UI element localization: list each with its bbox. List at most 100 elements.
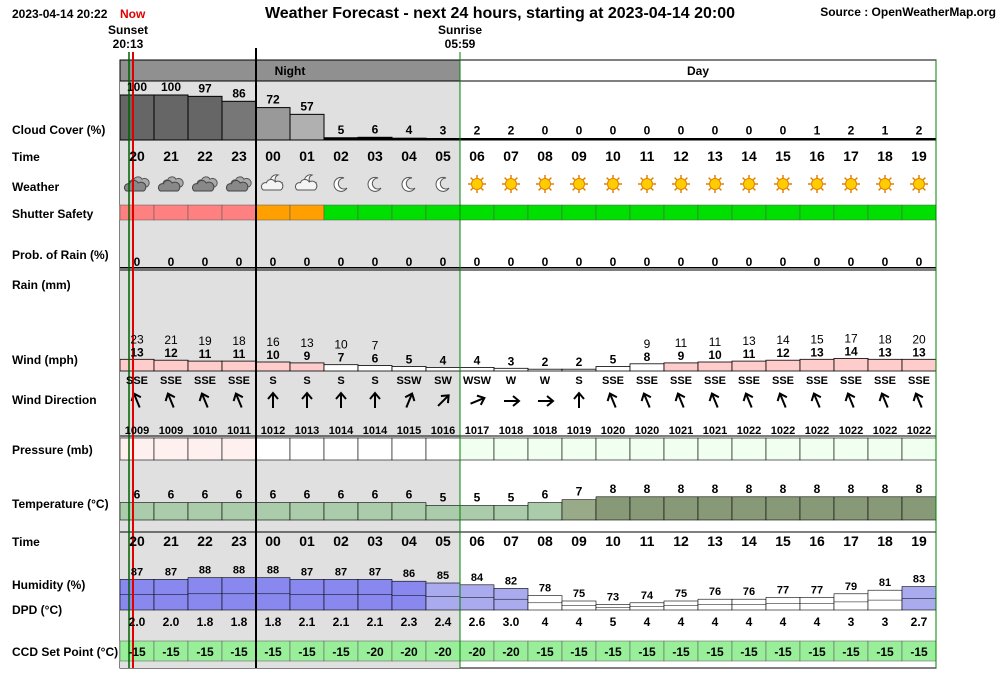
rain-prob-bar (562, 267, 596, 269)
cloud-value: 2 (848, 124, 855, 138)
wind-gust-value: 20 (912, 332, 926, 346)
sun-icon (842, 175, 860, 193)
humidity-value: 74 (641, 590, 654, 602)
temperature-bar (697, 496, 733, 521)
pressure-cell (595, 437, 631, 461)
humidity-value: 88 (267, 565, 279, 577)
pressure-value: 1013 (295, 425, 319, 437)
shutter-cell (119, 204, 155, 221)
arrow-shaft (405, 394, 413, 408)
wind-bar (731, 360, 767, 372)
pressure-cell (187, 437, 223, 461)
pressure-value: 1022 (805, 425, 829, 437)
wind-speed-value: 14 (844, 344, 858, 358)
cloud-bar (255, 107, 291, 141)
wind-arrow-icon (335, 391, 347, 408)
pressure-cell (391, 437, 427, 461)
moon-shape (401, 176, 416, 192)
rain-prob-value: 0 (678, 255, 685, 269)
pressure-cell (357, 437, 393, 461)
rain-prob-bar (120, 267, 154, 269)
rain-prob-bar (222, 267, 256, 269)
pressure-cell (731, 437, 767, 461)
time-label-lower: 11 (640, 533, 655, 549)
time-label-lower: 01 (299, 533, 315, 549)
pressure-cell (119, 437, 155, 461)
sun-ray (718, 177, 722, 181)
cloud-value: 0 (576, 124, 583, 138)
dpd-value: 1.8 (231, 615, 248, 629)
sun-ray (514, 187, 518, 191)
sun-ray (504, 187, 508, 191)
cloud-bar (595, 138, 631, 141)
cloud-value: 100 (161, 80, 181, 94)
sun-disc (675, 178, 687, 190)
cloud-value: 1 (814, 124, 821, 138)
wind-bar (459, 366, 495, 372)
sun-ray (776, 177, 780, 181)
time-label-lower: 02 (333, 533, 349, 549)
wind-gust-value: 15 (810, 332, 824, 346)
rain-prob-bar (800, 267, 834, 269)
sun-ray (514, 177, 518, 181)
time-label-lower: 12 (673, 533, 689, 549)
arrow-head (404, 392, 416, 402)
humidity-value: 88 (199, 565, 211, 577)
arrow-shaft (437, 395, 449, 407)
temperature-value: 8 (610, 482, 617, 496)
rain-prob-bar (766, 267, 800, 269)
time-label: 03 (367, 148, 383, 164)
arrow-shaft (677, 394, 685, 408)
wind-direction-label: SW (434, 375, 452, 387)
row-label-rain: Rain (mm) (12, 278, 71, 292)
arrow-shaft (711, 394, 719, 408)
cloud-bar (833, 138, 869, 141)
cloud-bar (187, 95, 223, 141)
pressure-cell (527, 437, 563, 461)
dpd-value: 2.1 (367, 615, 384, 629)
arrow-head (164, 392, 176, 402)
pressure-cell (697, 437, 733, 461)
wind-arrow-icon (742, 392, 754, 408)
arrow-shaft (133, 394, 141, 408)
rain-prob-value: 0 (338, 255, 345, 269)
time-label: 21 (163, 148, 179, 164)
wind-direction-label: S (269, 375, 276, 387)
sun-disc (641, 178, 653, 190)
pressure-cell (901, 437, 937, 461)
shutter-cell (357, 204, 393, 221)
wind-arrow-icon (267, 391, 279, 408)
rain-prob-value: 0 (236, 255, 243, 269)
rain-prob-bar (630, 267, 664, 269)
rain-prob-value: 0 (576, 255, 583, 269)
temperature-value: 6 (542, 488, 549, 502)
cloud-value: 0 (712, 124, 719, 138)
humidity-value: 73 (607, 592, 619, 604)
sun-ray (912, 187, 916, 191)
wind-speed-value: 2 (542, 355, 549, 369)
cloud-bar (765, 138, 801, 141)
arrow-shaft (235, 394, 243, 408)
wind-direction-label: SSE (670, 375, 692, 387)
pressure-cell (765, 437, 801, 461)
pressure-cell (221, 437, 257, 461)
cloud-bar (901, 138, 937, 141)
sun-disc (743, 178, 755, 190)
rain-prob-value: 0 (610, 255, 617, 269)
ccd-value: -15 (876, 645, 894, 659)
wind-gust-value: 13 (300, 336, 314, 350)
temperature-value: 6 (304, 488, 311, 502)
time-label: 11 (640, 148, 655, 164)
rain-prob-value: 0 (916, 255, 923, 269)
temperature-value: 8 (814, 482, 821, 496)
sun-ray (470, 187, 474, 191)
arrow-head (878, 392, 890, 402)
ccd-value: -15 (740, 645, 758, 659)
dpd-value: 5 (610, 615, 617, 629)
wind-direction-label: SSE (806, 375, 828, 387)
temperature-value: 8 (644, 482, 651, 496)
wind-speed-value: 11 (199, 347, 212, 361)
time-label: 19 (911, 148, 927, 164)
shutter-cell (289, 204, 325, 221)
time-label: 05 (435, 148, 451, 164)
